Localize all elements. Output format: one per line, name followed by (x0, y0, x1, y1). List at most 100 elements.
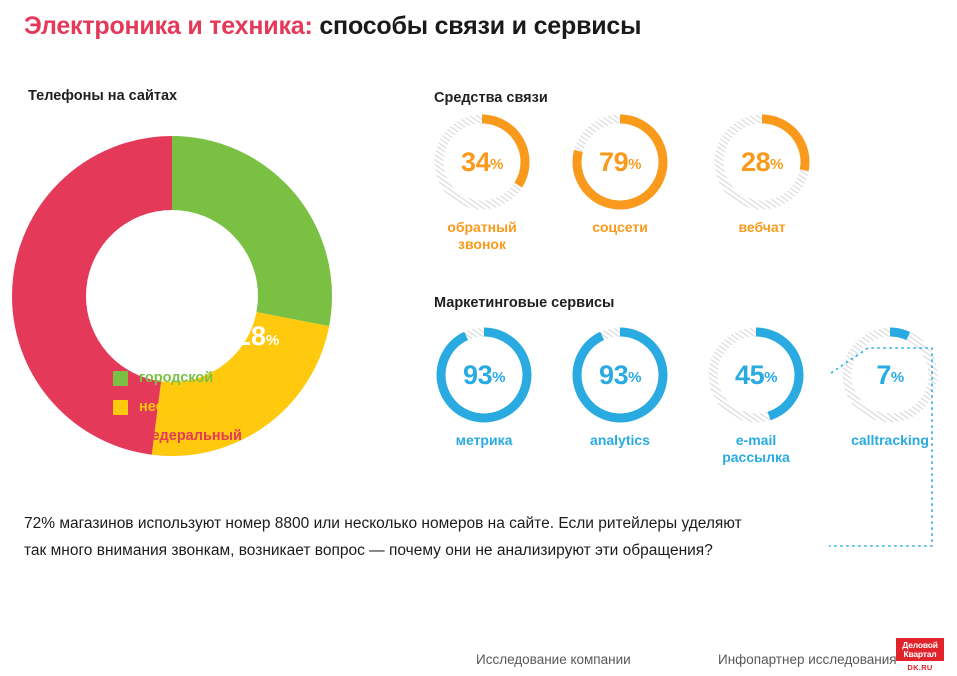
donut-svg (12, 136, 332, 456)
ring-label-email-line2: рассылка (722, 449, 790, 466)
ring-value-calltracking-number: 7 (876, 359, 891, 390)
ring-cell-calltracking: 7% calltracking (830, 325, 950, 449)
ring-value-analytics: 93% (570, 325, 670, 425)
legend-item-federalny: федеральный (113, 428, 242, 444)
ring-value-socseti-number: 79 (599, 146, 629, 177)
ring-label-calltracking-line1: calltracking (851, 432, 929, 448)
ring-socseti: 79% (570, 112, 670, 212)
ring-value-obratny-zvonok-pct: % (490, 156, 503, 173)
ring-progress (572, 114, 668, 210)
donut-value-neskolko-pct: % (270, 509, 284, 526)
ring-value-analytics-number: 93 (599, 359, 629, 390)
ring-label-email-line1: e-mail (735, 432, 777, 448)
ring-progress (436, 327, 532, 423)
footer-infopartner-label: Инфопартнер исследования (718, 652, 897, 667)
ring-value-vebchat: 28% (712, 112, 812, 212)
ring-progress (708, 327, 804, 423)
dk-ru-logo-line2: Квартал (903, 648, 937, 659)
communication-rings: 34% обратный звонок 79% (412, 112, 832, 262)
donut-value-gorodskoy-number: 28 (236, 321, 267, 351)
connector-path (829, 347, 933, 547)
ring-value-email-number: 45 (735, 359, 765, 390)
ring-value-vebchat-pct: % (770, 156, 783, 173)
ring-value-calltracking: 7% (840, 325, 940, 425)
legend-swatch-gorodskoy (113, 370, 128, 386)
ring-analytics-svg (572, 327, 668, 423)
ring-value-obratny-zvonok-number: 34 (461, 146, 491, 177)
ring-email-svg (708, 327, 804, 423)
page-title-accent: Электроника и техника: (24, 12, 313, 40)
ring-obratny-zvonok: 34% (432, 112, 532, 212)
ring-progress (572, 327, 668, 423)
dk-ru-logo[interactable]: Деловой Квартал DK.RU (896, 638, 944, 672)
ring-vebchat-svg (714, 114, 810, 210)
ring-cell-metrika: 93% метрика (424, 325, 544, 449)
ring-cell-socseti: 79% соцсети (560, 112, 680, 236)
ring-metrika: 93% (434, 325, 534, 425)
dk-ru-logo-line1: Деловой (902, 639, 938, 650)
ring-socseti-svg (572, 114, 668, 210)
ring-obratny-zvonok-svg (434, 114, 530, 210)
ring-label-obratny-zvonok: обратный звонок (422, 219, 542, 253)
page-title: Электроника и техника: способы связи и с… (24, 12, 641, 41)
ring-label-obratny-zvonok-line2: звонок (458, 236, 506, 253)
ring-value-vebchat-number: 28 (741, 146, 771, 177)
donut-value-federalny: 48% (30, 414, 73, 441)
ring-label-vebchat: вебчат (702, 219, 822, 236)
legend-swatch-neskolko (113, 399, 128, 415)
footer-research-label: Исследование компании (476, 652, 631, 667)
donut-value-gorodskoy-pct: % (266, 332, 280, 349)
marketing-rings: 93% метрика 93% analytics (412, 325, 952, 485)
ring-value-metrika: 93% (434, 325, 534, 425)
ring-progress (842, 327, 938, 423)
ring-value-metrika-pct: % (492, 369, 505, 386)
donut-value-neskolko: 24% (240, 500, 283, 527)
donut-legend: городской несколько федеральный (113, 370, 242, 444)
ring-label-socseti-line1: соцсети (592, 219, 648, 235)
ring-value-email-pct: % (764, 369, 777, 386)
ring-progress (714, 114, 810, 210)
legend-label-federalny: федеральный (139, 428, 242, 444)
dk-ru-logo-box: Деловой Квартал (896, 638, 944, 661)
ring-label-metrika-line1: метрика (455, 432, 513, 448)
ring-value-obratny-zvonok: 34% (432, 112, 532, 212)
ring-label-email: e-mail рассылка (696, 432, 816, 466)
legend-label-gorodskoy: городской (139, 370, 214, 386)
donut-section-caption: Телефоны на сайтах (28, 88, 178, 104)
ring-calltracking-svg (842, 327, 938, 423)
donut-segment-federalny (12, 136, 332, 456)
donut-value-gorodskoy: 28% (236, 323, 279, 350)
ring-progress (434, 114, 530, 210)
ring-value-email: 45% (706, 325, 806, 425)
ring-label-analytics: analytics (560, 432, 680, 449)
ring-value-socseti-pct: % (628, 156, 641, 173)
ring-label-obratny-zvonok-line1: обратный (447, 219, 517, 235)
dk-ru-logo-url: DK.RU (907, 663, 933, 672)
ring-label-calltracking: calltracking (830, 432, 950, 449)
donut-segment-neskolko (12, 136, 332, 456)
phones-donut-chart: 28% 48% 24% городской несколько федераль… (8, 118, 338, 527)
ring-cell-analytics: 93% analytics (560, 325, 680, 449)
donut-value-federalny-number: 48 (30, 412, 61, 442)
ring-value-calltracking-pct: % (890, 369, 904, 386)
legend-label-neskolko: несколько (139, 399, 214, 415)
donut-value-neskolko-number: 24 (240, 498, 271, 528)
ring-vebchat: 28% (712, 112, 812, 212)
ring-label-metrika: метрика (424, 432, 544, 449)
footer: Исследование компании Callibri Инфопартн… (0, 640, 957, 676)
legend-item-neskolko: несколько (113, 399, 242, 415)
ring-analytics: 93% (570, 325, 670, 425)
ring-email: 45% (706, 325, 806, 425)
ring-value-analytics-pct: % (628, 369, 641, 386)
ring-label-vebchat-line1: вебчат (738, 219, 786, 235)
legend-swatch-federalny (113, 428, 128, 444)
callout-connector (829, 347, 933, 547)
ring-metrika-svg (436, 327, 532, 423)
bottom-note: 72% магазинов используют номер 8800 или … (24, 510, 854, 564)
marketing-section-caption: Маркетинговые сервисы (434, 295, 615, 311)
donut-value-federalny-pct: % (60, 423, 74, 440)
ring-label-socseti: соцсети (560, 219, 680, 236)
ring-value-metrika-number: 93 (463, 359, 493, 390)
ring-cell-email: 45% e-mail рассылка (696, 325, 816, 466)
